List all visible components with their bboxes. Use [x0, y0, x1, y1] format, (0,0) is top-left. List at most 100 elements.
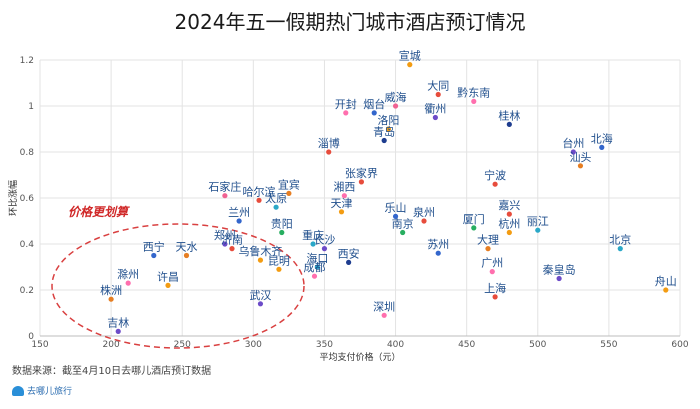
data-point [273, 204, 279, 210]
cheap-zone-ellipse [51, 223, 305, 349]
point-label: 汕头 [569, 151, 591, 164]
point-label: 台州 [562, 136, 584, 150]
data-point [485, 246, 491, 252]
point-label: 厦门 [463, 212, 485, 226]
data-point [400, 229, 406, 236]
point-label: 西安 [338, 246, 360, 260]
point-label: 天津 [331, 197, 353, 210]
data-point [256, 197, 262, 203]
data-point [314, 264, 320, 270]
price-annotation: 价格更划算 [68, 205, 130, 219]
x-tick-label: 600 [671, 340, 688, 350]
data-point [385, 126, 392, 132]
data-point [435, 91, 441, 98]
data-point [125, 280, 131, 286]
point-label: 乐山 [385, 201, 407, 214]
data-point [279, 229, 285, 236]
point-label: 桂林 [498, 108, 520, 122]
data-point [506, 229, 512, 236]
point-label: 秦皇岛 [543, 263, 576, 277]
data-point [489, 269, 495, 275]
data-point [392, 103, 399, 109]
point-label: 淄博 [318, 137, 340, 150]
point-label: 滁州 [117, 267, 139, 281]
point-label: 海口 [306, 251, 328, 265]
point-label: 深圳 [373, 300, 395, 313]
data-point [407, 62, 413, 68]
point-label: 上海 [484, 281, 506, 295]
data-point [435, 250, 441, 256]
data-point [663, 287, 669, 293]
data-point [276, 266, 282, 272]
data-point [346, 259, 352, 265]
x-tick-label: 450 [458, 340, 475, 350]
data-point [492, 294, 498, 300]
brand-logo: 去哪儿旅行 [12, 384, 72, 397]
point-label: 太原 [265, 192, 287, 205]
data-point [506, 211, 512, 217]
x-tick-label: 500 [529, 340, 546, 350]
data-point [338, 209, 345, 215]
x-axis-label: 平均支付价格（元） [319, 351, 400, 363]
data-point [165, 282, 171, 288]
point-label: 大同 [427, 79, 449, 93]
data-point [577, 163, 584, 169]
x-tick-label: 150 [31, 340, 48, 350]
y-tick-label: 1 [28, 102, 34, 112]
data-point [570, 149, 576, 155]
data-point [617, 246, 623, 252]
data-point [358, 179, 365, 185]
point-label: 泉州 [413, 205, 435, 219]
data-point [236, 218, 242, 224]
point-label: 杭州 [498, 217, 520, 231]
y-tick-label: 0.6 [20, 194, 35, 204]
point-label: 许昌 [157, 270, 179, 283]
point-label: 苏州 [427, 238, 449, 251]
point-label: 宣城 [399, 49, 421, 63]
point-label: 天水 [175, 241, 197, 254]
data-point [492, 181, 498, 187]
x-tick-label: 250 [174, 340, 191, 350]
point-label: 哈尔滨 [243, 184, 276, 198]
data-point [343, 110, 349, 116]
point-label: 北海 [591, 131, 613, 145]
point-label: 郑州 [214, 228, 236, 242]
point-label: 北京 [609, 233, 631, 247]
source-note: 数据来源：截至4月10日去哪儿酒店预订数据 [12, 366, 212, 377]
point-label: 黔东南 [457, 85, 490, 99]
x-tick-label: 550 [600, 340, 617, 350]
y-tick-label: 0.4 [20, 240, 35, 250]
data-point [286, 190, 292, 196]
data-point [229, 246, 235, 252]
point-label: 乌鲁木齐 [238, 244, 282, 258]
point-label: 大理 [477, 233, 499, 247]
y-tick-label: 0 [28, 332, 34, 342]
logo-text: 去哪儿旅行 [27, 387, 73, 397]
point-label: 石家庄 [208, 180, 241, 194]
y-tick-label: 0.2 [20, 286, 34, 296]
point-label: 长沙 [313, 234, 335, 247]
y-tick-label: 0.8 [20, 148, 35, 158]
point-label: 衢州 [424, 103, 446, 116]
point-label: 宁波 [484, 168, 506, 182]
point-label: 开封 [335, 97, 357, 111]
point-label: 吉林 [107, 315, 129, 329]
data-point [257, 301, 264, 307]
data-point [311, 273, 318, 279]
point-label: 嘉兴 [498, 198, 520, 212]
data-point [310, 241, 316, 247]
point-label: 武汉 [249, 289, 271, 302]
data-point [151, 252, 157, 259]
point-label: 贵阳 [271, 218, 293, 231]
chart-title: 2024年五一假期热门城市酒店预订情况 [174, 10, 526, 34]
point-label: 济南 [221, 233, 243, 247]
data-point [471, 98, 477, 104]
data-point [381, 312, 387, 318]
data-point [421, 218, 427, 224]
data-point [222, 241, 228, 247]
data-point [471, 225, 477, 231]
x-tick-label: 400 [387, 340, 404, 350]
data-point [599, 144, 605, 150]
data-point [108, 296, 114, 302]
